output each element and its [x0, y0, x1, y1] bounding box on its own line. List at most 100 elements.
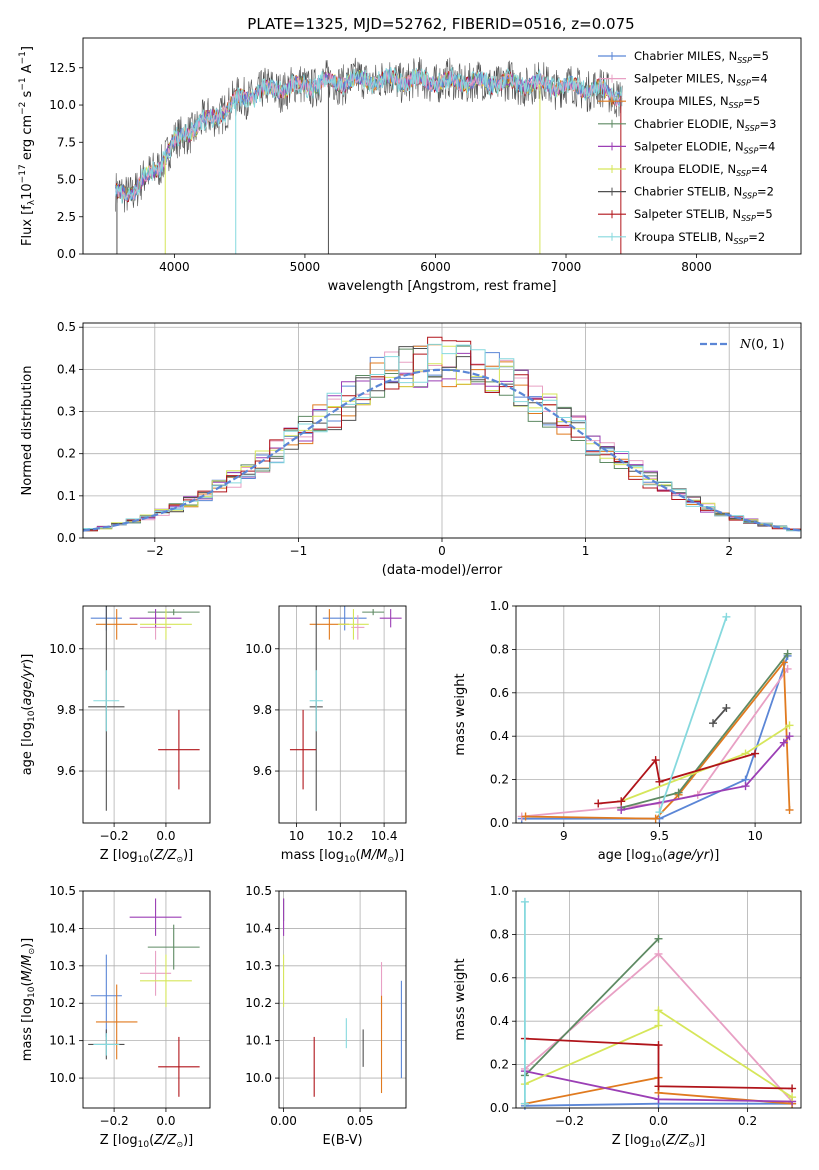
legend-label: Salpeter ELODIE, NSSP=4 — [634, 139, 775, 155]
x-tick-label: −2 — [146, 544, 164, 558]
series-line — [658, 616, 728, 813]
massweight_vs_age-axes: 9 9.5 10 0.0 0.2 0.4 0.6 0.8 1.0 — [490, 599, 801, 843]
histogram-salpeter_stelib — [83, 336, 801, 532]
mass_vs_ebv-labels: E(B-V) — [322, 1133, 362, 1148]
histogram-kroupa_stelib — [83, 343, 801, 532]
y-tick-label: 10.2 — [245, 996, 272, 1010]
errorbar-kroupa_miles — [95, 609, 138, 640]
x-tick-label: 2 — [725, 544, 733, 558]
legend-label: Chabrier ELODIE, NSSP=3 — [634, 117, 776, 133]
spectrum-lines — [115, 57, 623, 254]
legend-label: Kroupa ELODIE, NSSP=4 — [634, 162, 768, 178]
y-tick-label: 10.3 — [245, 959, 272, 973]
series-chabrier_elodie — [520, 934, 663, 1080]
mass_vs_z-axes: −0.2 0.0 10.0 10.1 10.2 10.3 10.4 10.5 — [49, 884, 210, 1128]
y-tick-label: 0.4 — [490, 729, 509, 743]
y-tick-label: 12.5 — [49, 61, 76, 75]
y-tick-label: 10.0 — [245, 642, 272, 656]
residual-legend: N(0, 1) — [700, 336, 785, 351]
series-chabrier_miles — [517, 651, 792, 823]
errorbar-kroupa_miles — [95, 984, 138, 1060]
y-tick-label: 9.6 — [57, 764, 76, 778]
series-kroupa_stelib — [520, 897, 529, 1108]
errorbar-salpeter_elodie — [379, 609, 402, 628]
y-tick-label: 0.4 — [57, 362, 76, 376]
y-tick-label: 2.5 — [57, 210, 76, 224]
x-tick-label: 4000 — [159, 260, 190, 274]
series-line — [521, 655, 789, 820]
mass_vs_z-labels: Z [log10(Z/Z⊙)] mass [log10(M/M⊙)] — [20, 938, 193, 1150]
mass_vs_z-frame — [82, 890, 211, 1109]
y-tick-label: 10.3 — [49, 959, 76, 973]
x-axis-label: (data-model)/error — [382, 563, 503, 578]
y-axis-label: mass weight — [453, 958, 468, 1040]
series-kroupa_stelib — [655, 612, 731, 817]
errorbar-salpeter_stelib — [289, 709, 317, 790]
series-chabrier_elodie — [617, 649, 792, 812]
y-tick-label: 10.4 — [245, 921, 272, 935]
series-line — [525, 659, 791, 820]
series-chabrier_stelib — [709, 703, 731, 728]
spectrum-legend: Chabrier MILES, NSSP=5 Salpeter MILES, NS… — [598, 49, 776, 246]
x-axis-label: wavelength [Angstrom, rest frame] — [328, 279, 557, 294]
y-tick-label: 10.1 — [49, 1034, 76, 1048]
y-tick-label: 9.8 — [57, 703, 76, 717]
x-tick-label: 9 — [560, 829, 568, 843]
series-line — [521, 668, 789, 818]
age_vs_z-points — [88, 606, 200, 811]
errorbar-salpeter_stelib — [158, 709, 200, 790]
series-salpeter_stelib — [520, 1034, 797, 1093]
legend-label: Kroupa STELIB, NSSP=2 — [634, 230, 765, 246]
residuals-labels: (data-model)/error Normed distribution — [20, 366, 503, 578]
x-tick-label: 0.2 — [738, 1114, 757, 1128]
x-tick-label: 8000 — [681, 260, 712, 274]
y-tick-label: 10.2 — [49, 996, 76, 1010]
y-tick-label: 1.0 — [490, 884, 509, 898]
errorbar-kroupa_stelib — [93, 1033, 120, 1056]
y-tick-label: 0.8 — [490, 642, 509, 656]
errorbar-chabrier_elodie — [147, 924, 200, 970]
x-tick-label: 9.5 — [650, 829, 669, 843]
histogram-chabrier_stelib — [83, 346, 801, 531]
age_vs_z-axes: −0.2 0.0 9.6 9.8 10.0 — [49, 606, 210, 843]
y-tick-label: 10.0 — [49, 642, 76, 656]
errorbar-salpeter_elodie — [129, 898, 182, 936]
series-line — [621, 735, 791, 811]
errorbar-kroupa_elodie — [140, 609, 192, 640]
y-tick-label: 0.5 — [57, 320, 76, 334]
residual-histograms — [83, 336, 801, 532]
legend-label: Kroupa MILES, NSSP=5 — [634, 94, 760, 110]
x-tick-label: 0 — [438, 544, 446, 558]
y-tick-label: 0.0 — [490, 1101, 509, 1115]
y-axis-label: mass [log10(M/M⊙)] — [20, 938, 37, 1061]
series-line — [712, 707, 728, 724]
errorbar-kroupa_elodie — [140, 954, 192, 1007]
series-line — [524, 938, 660, 1077]
errorbar-chabrier_elodie — [362, 609, 385, 616]
y-tick-label: 0.2 — [57, 447, 76, 461]
normal-curve — [83, 368, 801, 532]
errorbar-kroupa_elodie — [338, 609, 369, 640]
errorbar-kroupa_stelib — [93, 670, 120, 732]
series-kroupa_elodie — [617, 721, 794, 806]
series-salpeter_elodie — [617, 732, 794, 814]
y-tick-label: 10.1 — [245, 1034, 272, 1048]
x-tick-label: 0.0 — [649, 1114, 668, 1128]
series-line — [524, 1037, 793, 1090]
y-tick-label: 0.6 — [490, 971, 509, 985]
x-axis-label: age [log10(age/yr)] — [598, 848, 720, 865]
x-tick-label: 0.0 — [156, 829, 175, 843]
y-tick-label: 7.5 — [57, 135, 76, 149]
legend-label: Chabrier STELIB, NSSP=2 — [634, 185, 774, 201]
x-tick-label: 6000 — [420, 260, 451, 274]
massweight_vs_z-axes: −0.2 0.0 0.2 0.0 0.2 0.4 0.6 0.8 1.0 — [490, 884, 801, 1128]
errorbar-salpeter_stelib — [158, 1036, 200, 1097]
massweight_vs_z-labels: Z [log10(Z/Z⊙)] mass weight — [453, 958, 705, 1150]
y-tick-label: 1.0 — [490, 599, 509, 613]
y-tick-label: 10.5 — [245, 884, 272, 898]
y-tick-label: 0.6 — [490, 686, 509, 700]
massweight_vs_age-frame — [515, 605, 802, 824]
mass_vs_ebv-frame — [278, 890, 407, 1109]
x-tick-label: 10 — [747, 829, 762, 843]
